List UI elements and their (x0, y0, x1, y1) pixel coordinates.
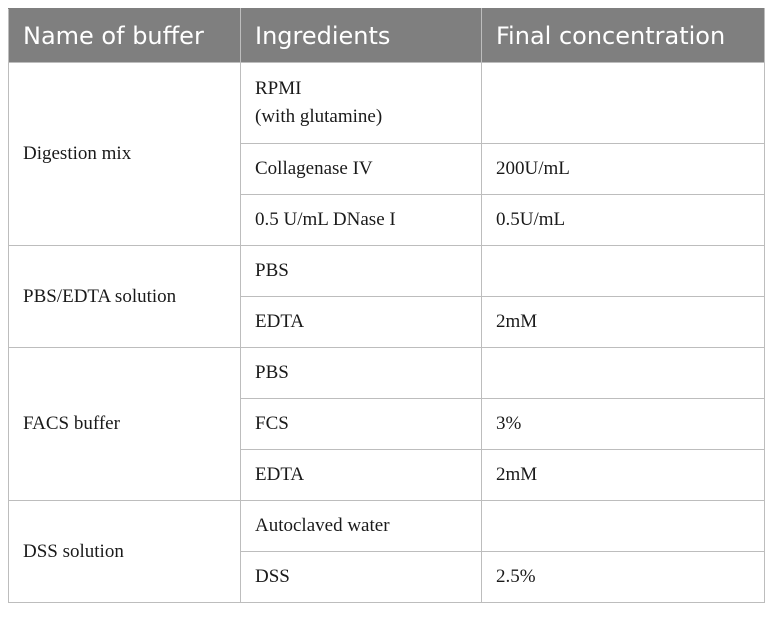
table-row: Collagenase IV 200U/mL (9, 143, 765, 195)
ingredient-cell: FCS (240, 398, 482, 450)
buffer-name-cell: Digestion mix (8, 62, 241, 246)
ingredient-cell: PBS (240, 347, 482, 399)
concentration-cell: 2.5% (481, 551, 765, 603)
table-row: FCS 3% (9, 398, 765, 450)
concentration-cell (481, 62, 765, 144)
ingredient-cell: Collagenase IV (240, 143, 482, 195)
table-row: DSS 2.5% (9, 551, 765, 603)
concentration-cell: 200U/mL (481, 143, 765, 195)
header-final-concentration: Final concentration (481, 8, 765, 63)
table-body: Digestion mix RPMI (with glutamine) Coll… (8, 62, 765, 603)
ingredient-cell: EDTA (240, 449, 482, 501)
concentration-cell (481, 347, 765, 399)
header-name-of-buffer: Name of buffer (8, 8, 241, 63)
table-row: 0.5 U/mL DNase I 0.5U/mL (9, 194, 765, 246)
concentration-cell: 3% (481, 398, 765, 450)
ingredient-cell: Autoclaved water (240, 500, 482, 552)
table-row: EDTA 2mM (9, 449, 765, 501)
buffer-name-cell: FACS buffer (8, 347, 241, 501)
buffer-name-cell: DSS solution (8, 500, 241, 603)
header-row: Name of buffer Ingredients Final concent… (8, 8, 765, 63)
concentration-cell: 0.5U/mL (481, 194, 765, 246)
ingredient-cell: RPMI (with glutamine) (240, 62, 482, 144)
concentration-cell (481, 245, 765, 297)
header-ingredients: Ingredients (240, 8, 482, 63)
table-row: Digestion mix RPMI (with glutamine) (8, 62, 765, 246)
ingredient-cell: PBS (240, 245, 482, 297)
ingredient-cell: EDTA (240, 296, 482, 348)
table-row: PBS/EDTA solution PBS (8, 245, 765, 348)
buffer-table: Name of buffer Ingredients Final concent… (8, 8, 765, 603)
table-header: Name of buffer Ingredients Final concent… (8, 8, 765, 63)
buffer-table-container: Name of buffer Ingredients Final concent… (8, 8, 765, 603)
ingredient-line: (with glutamine) (255, 106, 383, 127)
ingredient-cell: DSS (240, 551, 482, 603)
ingredient-line: RPMI (255, 78, 302, 100)
ingredient-cell: 0.5 U/mL DNase I (240, 194, 482, 246)
concentration-cell: 2mM (481, 296, 765, 348)
table-row: DSS solution Autoclaved water (8, 500, 765, 603)
table-row: FACS buffer PBS (8, 347, 765, 501)
table-row: EDTA 2mM (9, 296, 765, 348)
buffer-name-cell: PBS/EDTA solution (8, 245, 241, 348)
concentration-cell (481, 500, 765, 552)
concentration-cell: 2mM (481, 449, 765, 501)
